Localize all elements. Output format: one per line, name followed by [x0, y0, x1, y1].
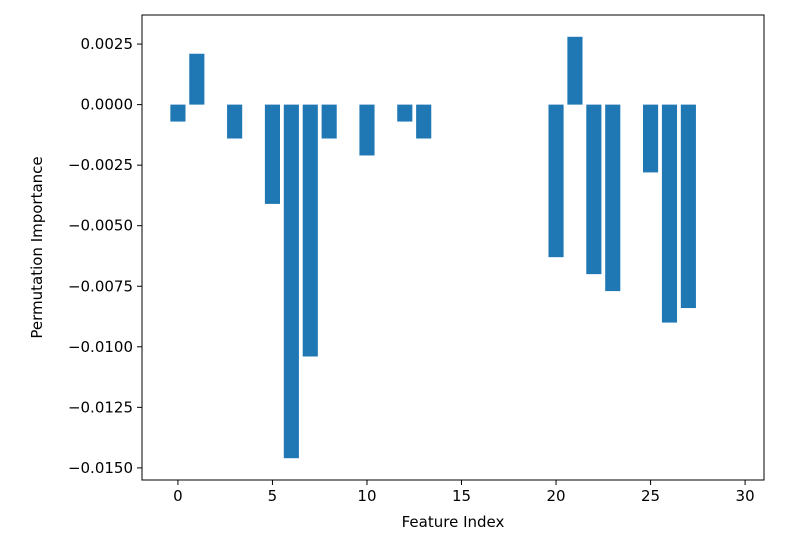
y-axis-ticks: 0.0025 0.0000 −0.0025 −0.0050 −0.0075 −0.0100… [68, 35, 142, 477]
y-tick-label: −0.0125 [68, 398, 133, 416]
bar-feature-25 [643, 104, 659, 173]
bar-feature-23 [605, 104, 621, 292]
x-tick-label: 15 [452, 487, 471, 505]
x-tick-label: 20 [546, 487, 565, 505]
bar-feature-5 [264, 104, 281, 204]
y-tick-label: 0.0025 [81, 35, 134, 53]
bar-feature-1 [189, 53, 205, 105]
x-tick-label: 30 [736, 487, 755, 505]
x-axis-label: Feature Index [402, 513, 505, 531]
x-tick-label: 10 [357, 487, 376, 505]
bar-feature-0 [170, 104, 186, 122]
bars-group [170, 36, 696, 459]
plot-frame [141, 14, 765, 481]
bar-feature-12 [397, 104, 413, 122]
y-tick-label: −0.0050 [68, 217, 133, 235]
bar-feature-20 [548, 104, 564, 258]
y-tick-label: 0.0000 [81, 96, 134, 114]
bar-feature-21 [567, 36, 583, 105]
y-tick-label: −0.0150 [68, 459, 133, 477]
bar-feature-13 [416, 104, 432, 139]
bar-feature-22 [586, 104, 602, 275]
x-tick-label: 5 [268, 487, 278, 505]
bar-feature-27 [680, 104, 696, 309]
bar-feature-8 [321, 104, 337, 139]
x-axis-ticks: 0 5 10 15 20 25 30 [173, 480, 755, 505]
bar-feature-6 [283, 104, 299, 459]
y-tick-label: −0.0025 [68, 156, 133, 174]
y-tick-label: −0.0100 [68, 338, 133, 356]
bar-feature-26 [661, 104, 678, 323]
y-tick-label: −0.0075 [68, 277, 133, 295]
bar-feature-3 [227, 104, 243, 139]
y-axis-label: Permutation Importance [28, 156, 46, 338]
x-tick-label: 0 [173, 487, 183, 505]
bar-feature-10 [359, 104, 375, 156]
bar-feature-7 [302, 104, 318, 357]
x-tick-label: 25 [641, 487, 660, 505]
